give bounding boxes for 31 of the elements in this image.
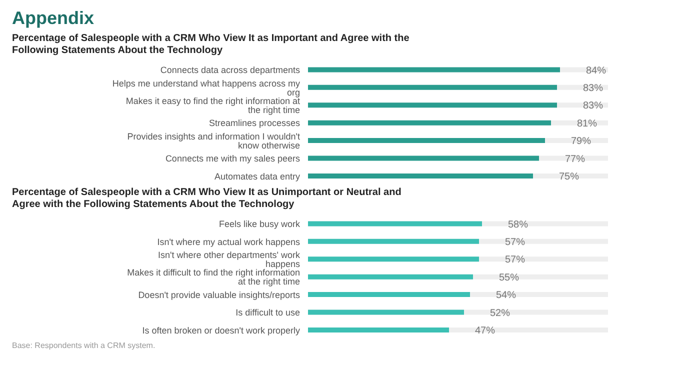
y-tick-label: Provides insights and information I wouldn't know otherwise <box>127 131 300 150</box>
data-label: 84% <box>586 65 606 76</box>
data-label: 55% <box>499 272 520 284</box>
text: Appendix <box>12 8 96 29</box>
y-tick-label: Automates data entry <box>214 171 300 182</box>
y-tick-label: Connects data across departments <box>160 65 300 76</box>
text: Percentage of Salespeople with a CRM Who View It as Unimportant or Neutral and Agree with the Following Statements About the Technology <box>12 187 402 211</box>
data-label: 83% <box>583 82 604 94</box>
data-label: 83% <box>583 100 604 112</box>
data-label: 52% <box>490 308 510 319</box>
data-label: 81% <box>577 118 598 130</box>
y-tick-label: Is often broken or doesn't work properly <box>142 325 300 336</box>
data-label: 75% <box>559 172 580 183</box>
y-tick-label: Streamlines processes <box>208 118 300 128</box>
y-tick-label: Helps me understand what happens across my org <box>112 78 300 98</box>
data-label: 79% <box>571 136 592 148</box>
text: Percentage of Salespeople with a CRM Who View It as Important and Agree with the Following Statements About the Technology <box>12 33 410 57</box>
y-tick-label: Is difficult to use <box>236 308 300 318</box>
data-label: 47% <box>475 326 496 337</box>
y-tick-label: Isn't where my actual work happens <box>157 236 300 247</box>
data-label: 54% <box>496 290 516 302</box>
y-tick-label: Isn't where other departments' work happens <box>158 250 300 269</box>
data-label: 77% <box>565 154 586 165</box>
y-tick-label: Feels like busy work <box>218 219 300 230</box>
y-tick-label: Connects me with my sales peers <box>165 154 300 164</box>
text: Base: Respondents with a CRM system. <box>12 341 156 350</box>
data-label: 57% <box>505 236 526 248</box>
y-tick-label: Makes it difficult to find the right information at the right time <box>127 268 300 287</box>
data-label: 58% <box>508 219 528 230</box>
data-label: 57% <box>505 254 526 266</box>
y-tick-label: Doesn't provide valuable insights/reports <box>138 290 300 300</box>
